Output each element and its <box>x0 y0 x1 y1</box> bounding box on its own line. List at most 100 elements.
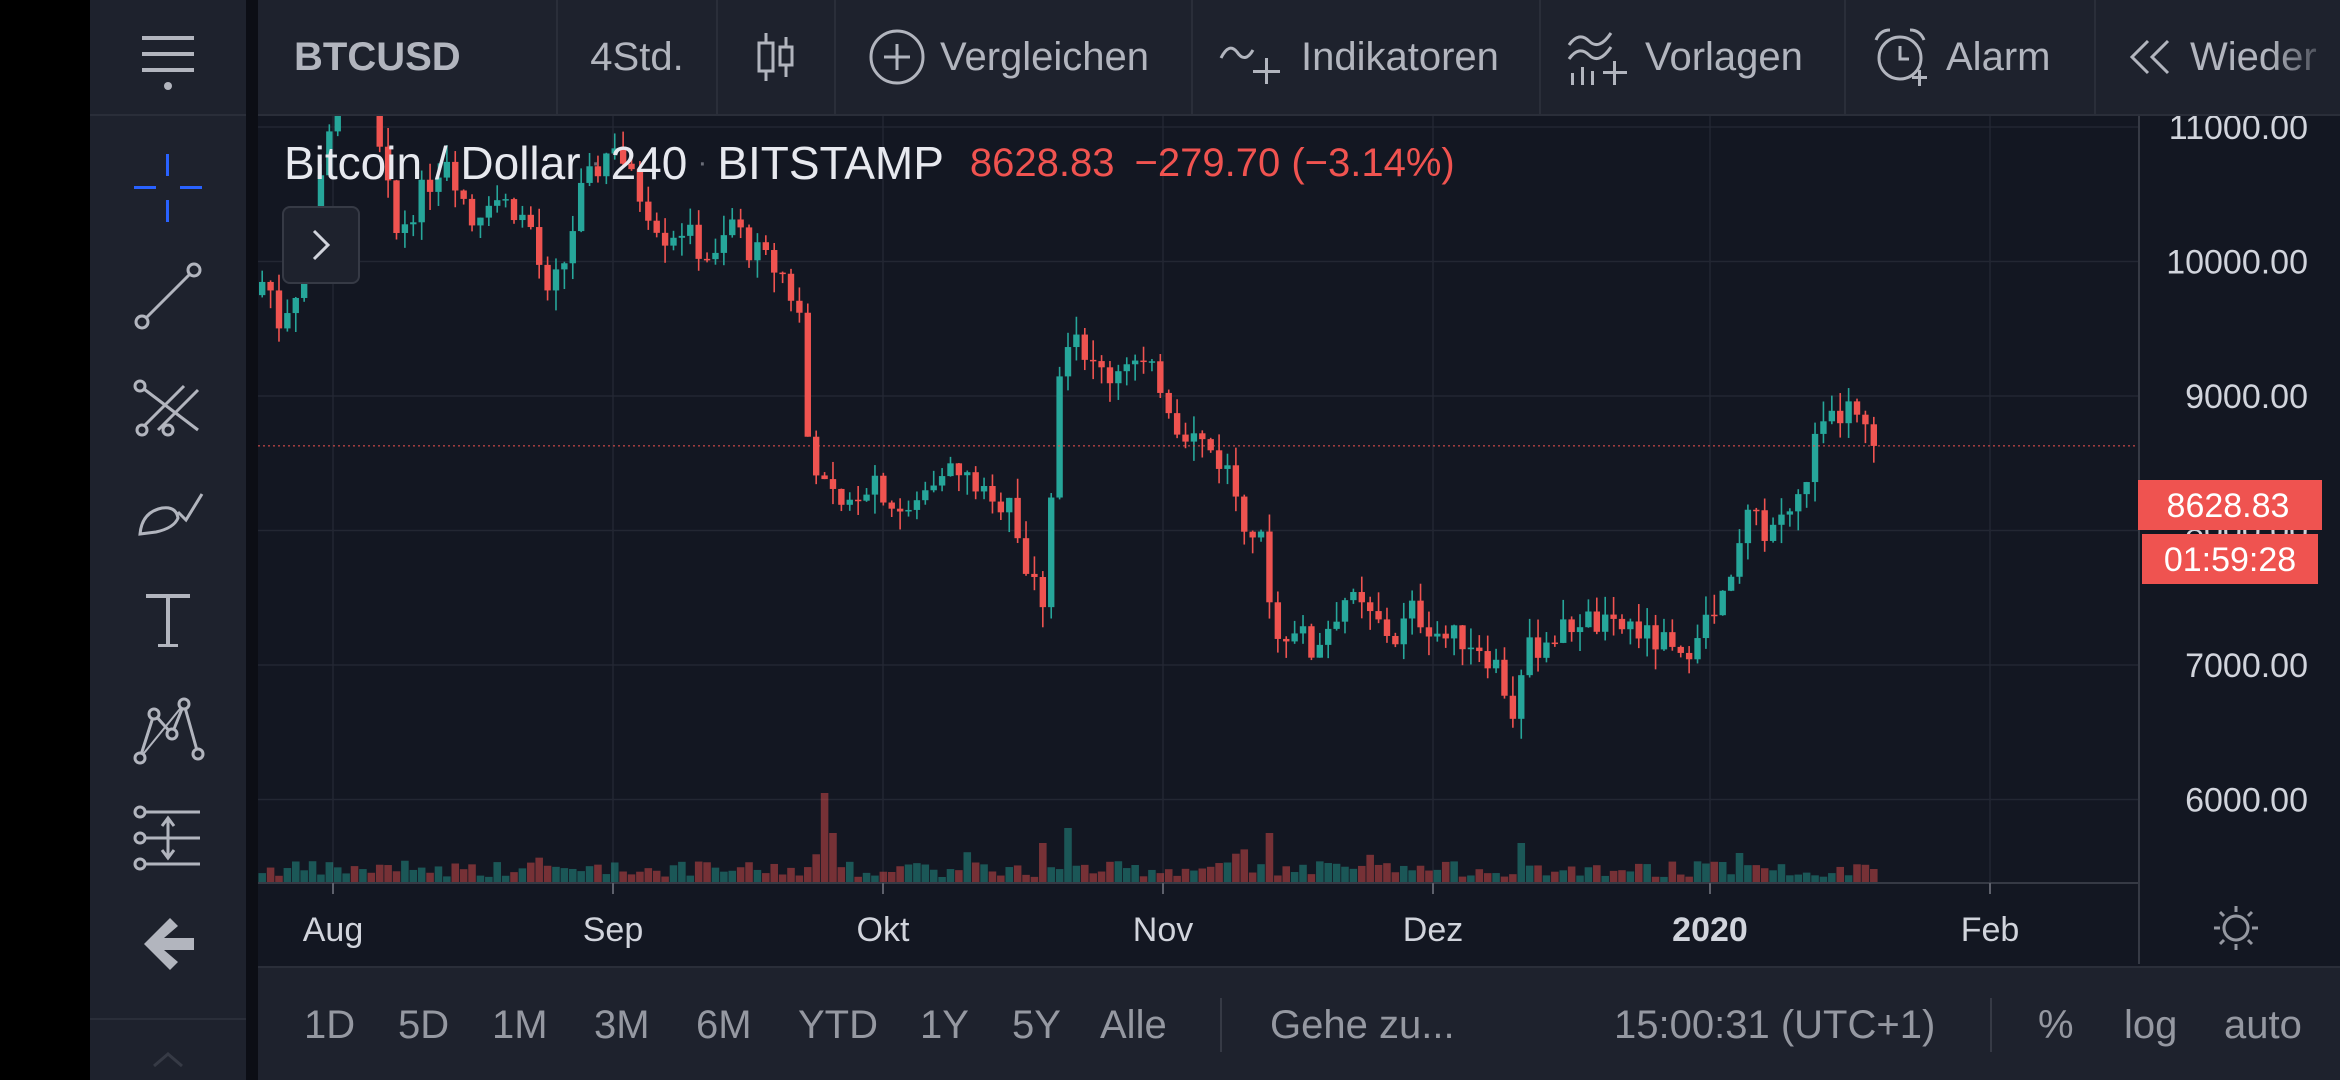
volume-bar <box>1626 871 1635 883</box>
range-all[interactable]: Alle <box>1100 968 1167 1080</box>
log-scale-toggle[interactable]: log <box>2124 968 2177 1080</box>
candle-body <box>1031 573 1038 578</box>
volume-bar <box>913 863 921 883</box>
back-button[interactable] <box>90 896 246 992</box>
range-6m[interactable]: 6M <box>696 968 752 1080</box>
trend-line-tool[interactable] <box>90 248 246 344</box>
menu-button[interactable] <box>90 10 246 106</box>
candle-body <box>1551 642 1559 645</box>
volume-bar <box>1685 876 1693 883</box>
candle-body <box>1199 433 1206 440</box>
chart-type-button[interactable] <box>718 0 836 114</box>
pattern-icon <box>133 697 205 765</box>
chart-legend[interactable]: Bitcoin / Dollar · 240 · BITSTAMP 8628.8… <box>284 136 1455 190</box>
candle-body <box>1862 414 1869 425</box>
candle-body <box>569 231 576 264</box>
range-5y[interactable]: 5Y <box>1012 968 1061 1080</box>
price-scale[interactable]: 11000.0010000.009000.008000.007000.00600… <box>2166 116 2308 820</box>
time-scale-label: 2020 <box>1672 911 1748 949</box>
candle-body <box>1073 334 1080 348</box>
range-1y[interactable]: 1Y <box>920 968 969 1080</box>
measure-tool[interactable] <box>90 790 246 886</box>
candle-body <box>1182 434 1189 442</box>
volume-bar <box>1081 864 1089 883</box>
volume-bar <box>1559 870 1568 883</box>
candle-body <box>485 205 493 218</box>
volume-bar <box>1055 869 1064 883</box>
goto-date-button[interactable]: Gehe zu... <box>1270 968 1455 1080</box>
symbol-search-button[interactable]: BTCUSD <box>258 0 558 114</box>
volume-bar <box>1089 873 1097 883</box>
collapse-handle[interactable] <box>150 1050 186 1070</box>
candle-body <box>745 227 753 261</box>
candle-body <box>972 472 979 492</box>
interval-button[interactable]: 4Std. <box>558 0 718 114</box>
volume-bar <box>434 866 443 883</box>
candle-body <box>1064 347 1072 377</box>
templates-button[interactable]: Vorlagen <box>1541 0 1846 114</box>
volume-bar <box>1039 843 1047 883</box>
price-chart[interactable]: 11000.0010000.009000.008000.007000.00600… <box>258 116 2340 964</box>
candle-body <box>1711 614 1718 617</box>
volume-bar <box>317 874 325 883</box>
volume-bar <box>1735 853 1744 883</box>
auto-scale-toggle[interactable]: auto <box>2224 968 2302 1080</box>
candle-body <box>1568 619 1575 633</box>
volume-bar <box>820 793 829 883</box>
volume-bar <box>1257 864 1265 883</box>
candle-body <box>1408 600 1416 619</box>
text-tool[interactable] <box>90 572 246 668</box>
volume-bar <box>1299 864 1307 883</box>
candle-body <box>1022 538 1030 574</box>
candle-body <box>1316 644 1324 658</box>
timezone-clock[interactable]: 15:00:31 (UTC+1) <box>1614 968 1935 1080</box>
volume-bar <box>1358 865 1366 883</box>
candle-body <box>1106 367 1114 384</box>
time-scale[interactable]: Aug Sep Okt Nov Dez 2020 Feb <box>303 883 2020 949</box>
pitchfork-tool[interactable] <box>90 356 246 452</box>
screen-cutout <box>0 0 90 1080</box>
volume-bar <box>275 875 283 883</box>
candle-body <box>1089 359 1097 362</box>
percent-scale-toggle[interactable]: % <box>2038 968 2074 1080</box>
candle-body <box>1257 531 1265 538</box>
candle-body <box>275 290 283 329</box>
volume-bar <box>1483 873 1492 883</box>
price-scale-label: 10000.00 <box>2166 244 2308 282</box>
volume-bar <box>980 864 988 883</box>
crosshair-tool[interactable] <box>90 140 246 236</box>
pattern-tool[interactable] <box>90 680 246 776</box>
candle-body <box>771 250 778 273</box>
volume-bar <box>1853 864 1861 883</box>
range-1d[interactable]: 1D <box>304 968 355 1080</box>
candle-body <box>1123 364 1130 372</box>
brush-tool[interactable] <box>90 464 246 560</box>
candle-body <box>1853 401 1861 415</box>
scale-settings-button[interactable] <box>2214 906 2258 950</box>
volume-bar <box>350 866 359 883</box>
range-1m[interactable]: 1M <box>492 968 548 1080</box>
volume-bar <box>501 875 510 883</box>
candle-body <box>1744 509 1752 544</box>
candle-body <box>1476 647 1483 652</box>
volume-bar <box>946 869 955 883</box>
volume-bar <box>1324 863 1332 883</box>
volume-bar <box>1114 861 1123 883</box>
volume-bar <box>1693 861 1702 883</box>
range-ytd[interactable]: YTD <box>798 968 878 1080</box>
alarm-button[interactable]: Alarm <box>1846 0 2096 114</box>
candle-body <box>594 166 602 177</box>
candle-body <box>577 182 585 232</box>
range-3m[interactable]: 3M <box>594 968 650 1080</box>
legend-expand-button[interactable] <box>282 206 360 284</box>
volume-bar <box>1148 869 1156 883</box>
volume-bar <box>778 874 787 883</box>
indicators-button[interactable]: Indikatoren <box>1193 0 1541 114</box>
range-5d[interactable]: 5D <box>398 968 449 1080</box>
volume-bar <box>1290 872 1299 883</box>
compare-button[interactable]: Vergleichen <box>836 0 1193 114</box>
range-label: 3M <box>594 1002 650 1047</box>
volume-bar <box>997 875 1005 883</box>
chart-pane[interactable]: 11000.00 10000.00 9000.00 8000.00 7000.00 600… <box>258 116 2340 964</box>
volume-bar <box>568 868 577 883</box>
